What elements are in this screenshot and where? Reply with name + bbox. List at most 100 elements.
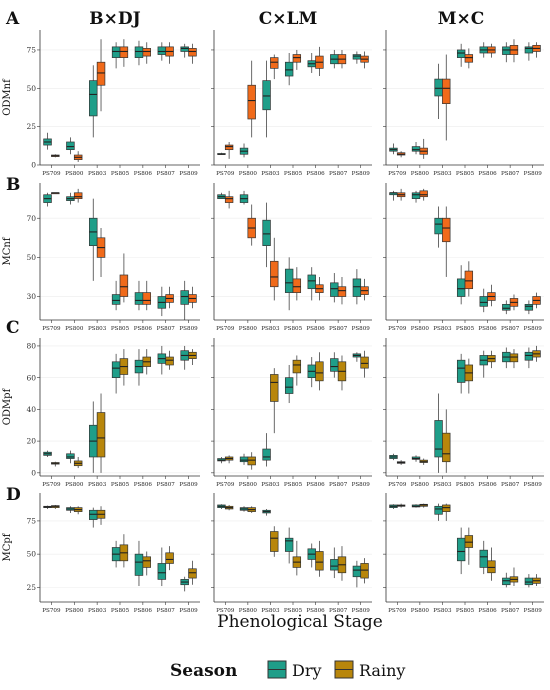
x-tick-label: PS809 — [524, 326, 543, 332]
x-tick-label: PS806 — [478, 482, 497, 488]
y-tick-label: 75 — [26, 517, 36, 526]
box-rainy — [96, 228, 106, 277]
panel-d-2: PS709 PS800 PS803 PS805 PS806 PS807 PS809 — [211, 493, 372, 614]
box-rainy — [292, 267, 302, 301]
box-rainy — [315, 46, 324, 77]
panel-background — [214, 338, 372, 476]
box-dry — [89, 198, 98, 281]
x-tick-label: PS809 — [352, 482, 371, 488]
box-rainy — [315, 540, 324, 577]
box-iqr — [142, 556, 151, 568]
box-rainy — [487, 284, 496, 307]
x-tick-label: PS709 — [216, 608, 235, 614]
row-letter-a: A — [5, 9, 20, 29]
y-tick-label: 40 — [26, 405, 36, 414]
box-rainy — [419, 458, 428, 465]
box-iqr — [442, 78, 451, 104]
box-rainy — [188, 286, 197, 309]
y-axis-label: ODMnf — [2, 78, 13, 116]
box-dry — [479, 42, 488, 58]
box-iqr — [434, 505, 443, 515]
x-tick-label: PS806 — [306, 608, 325, 614]
box-iqr — [411, 192, 421, 200]
box-rainy — [96, 506, 106, 525]
box-iqr — [157, 563, 167, 580]
box-rainy — [119, 534, 129, 568]
box-iqr — [284, 268, 294, 293]
box-iqr — [330, 559, 339, 571]
y-tick-label: 0 — [31, 468, 36, 477]
y-tick-label: 20 — [26, 437, 36, 446]
box-rainy — [419, 138, 428, 159]
box-rainy — [532, 574, 541, 587]
box-dry — [239, 143, 249, 158]
box-dry — [502, 300, 511, 315]
x-tick-label: PS809 — [179, 326, 198, 332]
column-title-cxlm: C×LM — [259, 9, 318, 29]
box-iqr — [456, 278, 466, 297]
row-letter-c: C — [6, 318, 20, 338]
box-iqr — [479, 296, 488, 307]
panel-a-1: 0 25 50 75 PS709 PS800 PS803 PS805 PS806 PS807 PS8… — [26, 30, 200, 177]
x-tick-label: PS709 — [388, 171, 407, 177]
box-iqr — [352, 565, 362, 578]
x-tick-label: PS800 — [239, 171, 258, 177]
box-iqr — [330, 358, 339, 372]
column-title-mxc: M×C — [438, 9, 485, 29]
box-rainy — [337, 276, 347, 305]
x-tick-label: PS803 — [433, 608, 452, 614]
box-rainy — [442, 409, 451, 473]
x-tick-label: PS805 — [111, 608, 130, 614]
box-iqr — [284, 537, 294, 552]
box-iqr — [352, 278, 362, 297]
box-iqr — [524, 303, 534, 311]
x-tick-label: PS709 — [42, 608, 61, 614]
box-dry — [217, 152, 226, 155]
box-dry — [66, 137, 75, 155]
legend-label-dry: Dry — [292, 661, 322, 680]
box-iqr — [524, 577, 534, 586]
x-tick-label: PS807 — [501, 482, 520, 488]
box-rainy — [360, 558, 369, 584]
y-tick-label: 50 — [26, 84, 36, 93]
box-iqr — [89, 509, 98, 520]
x-tick-label: PS805 — [284, 482, 303, 488]
x-tick-label: PS800 — [411, 326, 430, 332]
box-rainy — [270, 54, 279, 80]
box-iqr — [262, 448, 271, 461]
x-tick-label: PS809 — [179, 482, 198, 488]
box-rainy — [337, 546, 347, 581]
x-tick-label: PS807 — [329, 171, 348, 177]
box-rainy — [315, 276, 324, 301]
box-iqr — [142, 292, 151, 305]
box-iqr — [284, 377, 294, 394]
x-axis-title: Phenological Stage — [217, 612, 383, 632]
box-dry — [389, 143, 398, 155]
x-tick-label: PS805 — [284, 171, 303, 177]
box-dry — [284, 527, 294, 564]
x-tick-label: PS809 — [352, 608, 371, 614]
x-tick-label: PS803 — [261, 608, 280, 614]
box-rainy — [119, 253, 129, 303]
y-tick-label: 30 — [26, 292, 36, 301]
box-dry — [389, 453, 398, 461]
x-tick-label: PS800 — [239, 326, 258, 332]
x-tick-label: PS800 — [239, 482, 258, 488]
box-dry — [239, 190, 249, 205]
box-dry — [180, 576, 189, 592]
box-dry — [262, 202, 271, 268]
x-tick-label: PS709 — [216, 326, 235, 332]
x-tick-label: PS800 — [65, 171, 84, 177]
box-iqr — [111, 46, 121, 58]
box-iqr — [119, 274, 129, 297]
y-tick-label: 75 — [26, 46, 36, 55]
box-iqr — [134, 553, 144, 576]
box-iqr — [188, 48, 197, 57]
box-rainy — [165, 350, 174, 370]
box-iqr — [188, 568, 197, 579]
x-tick-label: PS709 — [42, 482, 61, 488]
box-iqr — [442, 432, 451, 463]
x-tick-label: PS806 — [478, 326, 497, 332]
